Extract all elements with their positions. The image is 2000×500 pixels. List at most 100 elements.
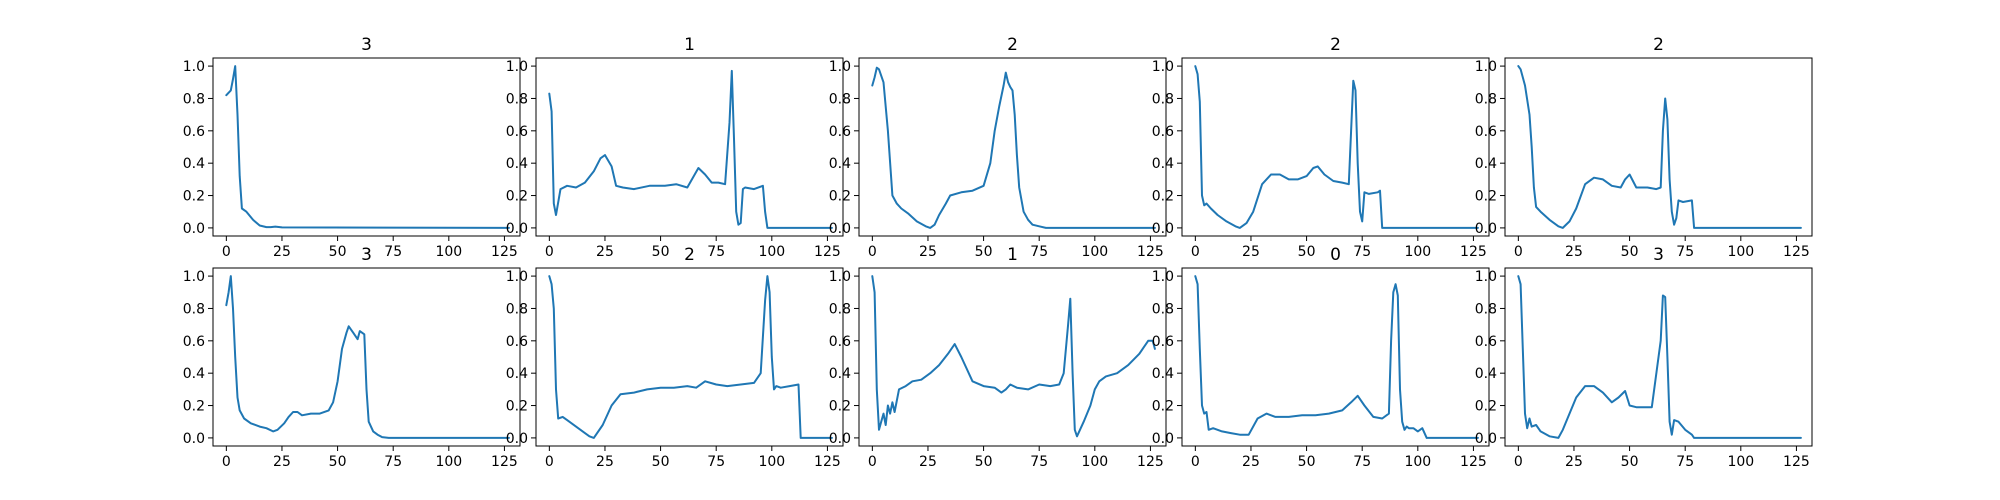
subplot-title: 2 [1653,35,1664,55]
series-line [548,275,833,439]
y-tick-label: 0.4 [1152,156,1174,172]
y-tick-label: 0.8 [1152,301,1174,317]
x-tick-label: 0 [545,244,554,260]
axes-frame [858,267,1167,447]
y-tick-label: 0.8 [506,91,528,107]
series-line [1194,65,1479,229]
x-tick-label: 100 [758,244,785,260]
y-tick-label: 0.8 [183,301,205,317]
y-tick-label: 0.6 [1152,124,1174,140]
y-tick-label: 0.8 [829,301,851,317]
x-tick-label: 100 [758,454,785,470]
series-line [871,66,1156,229]
x-tick-label: 25 [1242,454,1260,470]
series-line [1517,65,1802,229]
subplot-9: 0 0 25 50 75 100 125 0.0 0.2 0.4 0.6 0.8 1.0 [1152,245,1490,470]
x-tick-label: 50 [1298,454,1316,470]
y-tick-label: 0.8 [506,301,528,317]
x-tick-label: 100 [435,454,462,470]
x-tick-label: 50 [329,454,347,470]
subplot-title: 3 [361,245,372,265]
subplot-7: 2 0 25 50 75 100 125 0.0 0.2 0.4 0.6 0.8 1.0 [506,245,844,470]
subplot-title: 1 [684,35,695,55]
series-line [1517,275,1802,439]
y-tick-label: 1.0 [829,59,851,75]
subplot-title: 2 [1330,35,1341,55]
y-tick-label: 0.6 [829,334,851,350]
x-tick-label: 25 [1565,244,1583,260]
x-tick-label: 50 [1298,244,1316,260]
y-tick-label: 0.0 [506,431,528,447]
subplot-title: 3 [1653,245,1664,265]
subplot-title: 0 [1330,245,1341,265]
y-tick-label: 0.4 [183,366,205,382]
y-tick-label: 0.6 [1475,124,1497,140]
x-tick-label: 50 [1621,244,1639,260]
x-tick-label: 100 [1727,454,1754,470]
series-line [225,275,510,439]
x-tick-label: 75 [1676,454,1694,470]
x-tick-label: 0 [1514,454,1523,470]
series-line [225,65,510,229]
subplot-title: 3 [361,35,372,55]
x-tick-label: 125 [814,454,841,470]
y-tick-label: 1.0 [506,59,528,75]
y-tick-label: 0.6 [183,124,205,140]
y-tick-label: 0.2 [506,399,528,415]
x-tick-label: 0 [222,454,231,470]
axes-frame [1504,57,1813,237]
y-tick-label: 0.4 [506,366,528,382]
axes-frame [535,57,844,237]
y-tick-label: 0.2 [829,399,851,415]
axes-frame [1504,267,1813,447]
y-tick-label: 0.4 [829,366,851,382]
y-tick-label: 0.4 [1475,156,1497,172]
x-tick-label: 50 [975,244,993,260]
y-tick-label: 0.4 [506,156,528,172]
y-tick-label: 0.2 [1152,399,1174,415]
x-tick-label: 75 [1030,244,1048,260]
x-tick-label: 125 [491,244,518,260]
axes-frame [212,267,521,447]
y-tick-label: 0.6 [183,334,205,350]
subplot-title: 1 [1007,245,1018,265]
y-tick-label: 0.6 [506,124,528,140]
y-tick-label: 0.0 [1475,221,1497,237]
y-tick-label: 1.0 [1152,59,1174,75]
y-tick-label: 0.8 [829,91,851,107]
series-line [871,275,1156,438]
subplot-3: 2 0 25 50 75 100 125 0.0 0.2 0.4 0.6 0.8 1.0 [829,35,1167,260]
y-tick-label: 0.2 [1152,189,1174,205]
x-tick-label: 25 [273,244,291,260]
subplot-4: 2 0 25 50 75 100 125 0.0 0.2 0.4 0.6 0.8 1.0 [1152,35,1490,260]
x-tick-label: 0 [1191,454,1200,470]
axes-frame [858,57,1167,237]
x-tick-label: 100 [435,244,462,260]
x-tick-label: 25 [1242,244,1260,260]
x-tick-label: 25 [919,454,937,470]
x-tick-label: 0 [868,454,877,470]
x-tick-label: 75 [1353,244,1371,260]
x-tick-label: 100 [1081,454,1108,470]
series-line [1194,275,1479,439]
axes-frame [1181,267,1490,447]
x-tick-label: 125 [491,454,518,470]
y-tick-label: 0.0 [829,431,851,447]
axes-frame [212,57,521,237]
y-tick-label: 1.0 [1475,59,1497,75]
y-tick-label: 1.0 [1152,269,1174,285]
x-tick-label: 50 [329,244,347,260]
y-tick-label: 0.0 [506,221,528,237]
y-tick-label: 1.0 [1475,269,1497,285]
x-tick-label: 25 [1565,454,1583,470]
x-tick-label: 25 [596,454,614,470]
y-tick-label: 0.2 [1475,189,1497,205]
x-tick-label: 125 [814,244,841,260]
series-line [548,69,833,229]
axes-frame [1181,57,1490,237]
x-tick-label: 0 [1191,244,1200,260]
x-tick-label: 125 [1783,454,1810,470]
y-tick-label: 1.0 [183,59,205,75]
x-tick-label: 75 [1676,244,1694,260]
